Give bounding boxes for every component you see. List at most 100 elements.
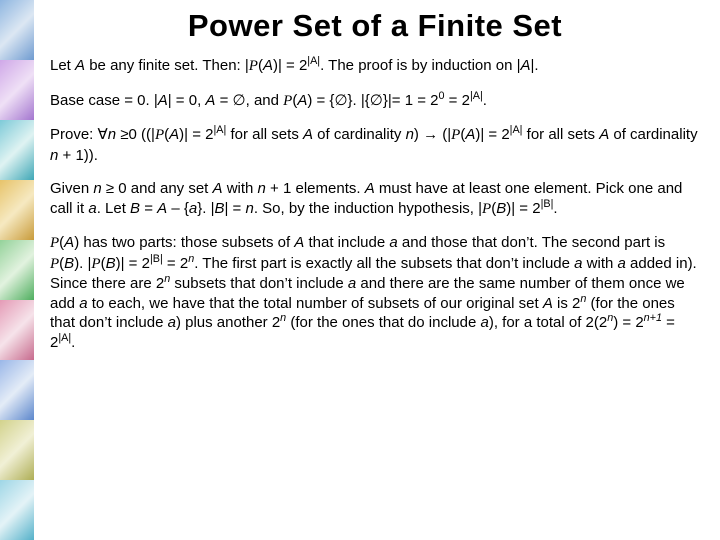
var-n: n xyxy=(406,126,414,143)
var-A: A xyxy=(297,92,307,109)
text: , and xyxy=(246,92,284,109)
var-a: a xyxy=(618,255,626,272)
var-A: A xyxy=(263,57,273,74)
sup-absA: |A| xyxy=(58,332,71,344)
text: )| = 2 xyxy=(475,126,509,143)
var-A: A xyxy=(169,126,179,143)
var-B: B xyxy=(64,255,74,272)
border-tile xyxy=(0,480,34,540)
var-n: n xyxy=(245,200,253,217)
text: = 2 xyxy=(163,255,188,272)
slide: Power Set of a Finite Set Let A be any f… xyxy=(0,0,720,540)
text: be any finite set. Then: | xyxy=(85,57,249,74)
text: ) = { xyxy=(307,92,334,109)
decorative-border xyxy=(0,0,34,540)
text: ) plus another 2 xyxy=(176,314,280,331)
paragraph-base-case: Base case = 0. |A| = 0, A = ∅, and P(A) … xyxy=(50,91,700,112)
powerset-P: P xyxy=(249,58,258,74)
text: ) has two parts: those subsets of xyxy=(74,234,294,251)
var-a: a xyxy=(480,314,488,331)
powerset-P: P xyxy=(50,256,59,272)
text: ) xyxy=(414,126,423,143)
var-a: a xyxy=(389,234,397,251)
sup-absA: |A| xyxy=(510,124,523,136)
var-B: B xyxy=(214,200,224,217)
powerset-P: P xyxy=(91,256,100,272)
sup-nplus1: n+1 xyxy=(644,312,662,324)
var-A: A xyxy=(465,126,475,143)
var-A: A xyxy=(213,180,223,197)
var-a: a xyxy=(168,314,176,331)
border-tile xyxy=(0,420,34,480)
text: is 2 xyxy=(553,295,581,312)
text: Let xyxy=(50,57,75,74)
var-a: a xyxy=(348,275,356,292)
paragraph-intro: Let A be any finite set. Then: |P(A)| = … xyxy=(50,56,700,77)
var-A: A xyxy=(599,126,609,143)
var-A: A xyxy=(64,234,74,251)
border-tile xyxy=(0,0,34,60)
text: 0 ((| xyxy=(129,126,155,143)
text: and those that don’t. The second part is xyxy=(398,234,665,251)
forall-symbol: ∀ xyxy=(98,126,108,143)
border-tile xyxy=(0,180,34,240)
text: }. | xyxy=(197,200,214,217)
powerset-P: P xyxy=(283,93,292,109)
var-A: A xyxy=(365,180,375,197)
text: Prove: xyxy=(50,126,98,143)
text: 0 and any set xyxy=(114,180,212,197)
var-n: n xyxy=(108,126,116,143)
text: of cardinality xyxy=(609,126,697,143)
paragraph-conclusion: P(A) has two parts: those subsets of A t… xyxy=(50,233,700,352)
var-B: B xyxy=(130,200,140,217)
text: ). | xyxy=(74,255,91,272)
paragraph-given: Given n ≥ 0 and any set A with n + 1 ele… xyxy=(50,179,700,219)
border-tile xyxy=(0,60,34,120)
powerset-P: P xyxy=(482,201,491,217)
sup-absB: |B| xyxy=(541,198,554,210)
text: = xyxy=(140,200,157,217)
empty-set: ∅ xyxy=(334,92,347,109)
text: = 2 xyxy=(445,92,470,109)
text: )| = 2 xyxy=(506,200,540,217)
text: (| xyxy=(438,126,451,143)
var-n: n xyxy=(93,180,101,197)
slide-title: Power Set of a Finite Set xyxy=(50,8,700,44)
text: Given xyxy=(50,180,93,197)
text: . So, by the induction hypothesis, | xyxy=(254,200,482,217)
text: + 1)). xyxy=(58,147,98,164)
text: (for the ones that do include xyxy=(286,314,480,331)
text: }. |{ xyxy=(348,92,370,109)
sup-absA: |A| xyxy=(470,90,483,102)
border-tile xyxy=(0,120,34,180)
border-tile xyxy=(0,240,34,300)
var-A: A xyxy=(303,126,313,143)
text: with xyxy=(223,180,258,197)
powerset-P: P xyxy=(155,127,164,143)
text: that include xyxy=(304,234,389,251)
var-A: A xyxy=(157,200,167,217)
text: . xyxy=(553,200,557,217)
var-A: A xyxy=(294,234,304,251)
border-tile xyxy=(0,360,34,420)
text: | = 0, xyxy=(168,92,206,109)
text: )| = 2 xyxy=(273,57,307,74)
var-a: a xyxy=(189,200,197,217)
var-a: a xyxy=(79,295,87,312)
var-B: B xyxy=(496,200,506,217)
slide-body: Let A be any finite set. Then: |P(A)| = … xyxy=(50,56,700,352)
var-B: B xyxy=(106,255,116,272)
var-n: n xyxy=(258,180,266,197)
border-tile xyxy=(0,300,34,360)
var-A: A xyxy=(205,92,215,109)
text: Base case = 0. | xyxy=(50,92,158,109)
text: | = xyxy=(224,200,245,217)
text: ), for a total of 2(2 xyxy=(489,314,607,331)
text: for all sets xyxy=(226,126,303,143)
text: ) = 2 xyxy=(613,314,643,331)
text: to each, we have that the total number o… xyxy=(88,295,543,312)
var-A: A xyxy=(75,57,85,74)
implies-symbol: → xyxy=(423,126,438,143)
powerset-P: P xyxy=(50,235,59,251)
text: )| = 2 xyxy=(179,126,213,143)
